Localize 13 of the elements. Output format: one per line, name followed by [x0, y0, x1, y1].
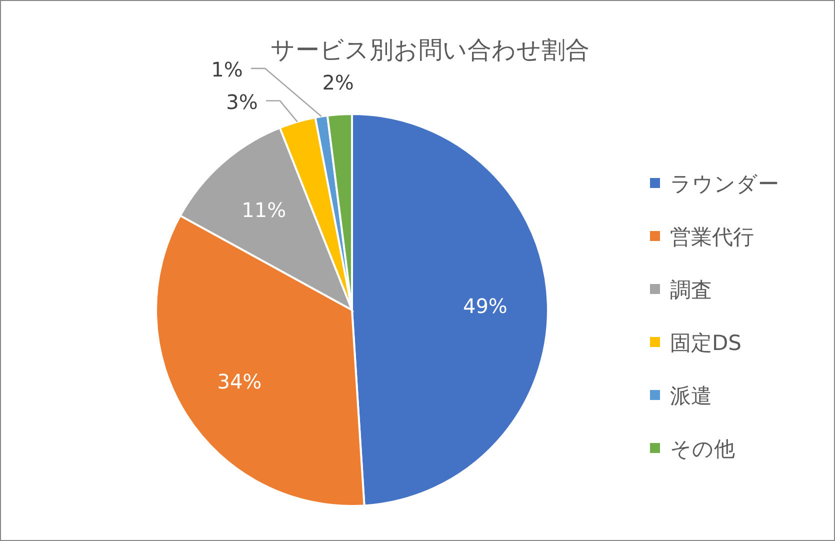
data-label: 11%	[242, 198, 286, 222]
legend-label: 固定DS	[670, 331, 742, 355]
chart-title: サービス別お問い合わせ割合	[270, 36, 590, 64]
legend-label: その他	[670, 437, 735, 461]
legend-label: 派遣	[670, 384, 712, 408]
data-label: 49%	[462, 294, 508, 318]
data-label: 3%	[226, 90, 258, 114]
data-label: 1%	[211, 57, 243, 82]
data-label: 34%	[217, 369, 262, 394]
legend-label: ラウンダー	[670, 172, 779, 196]
legend-label: 調査	[670, 278, 712, 302]
legend-label: 営業代行	[670, 225, 754, 249]
data-label: 2%	[322, 70, 354, 94]
